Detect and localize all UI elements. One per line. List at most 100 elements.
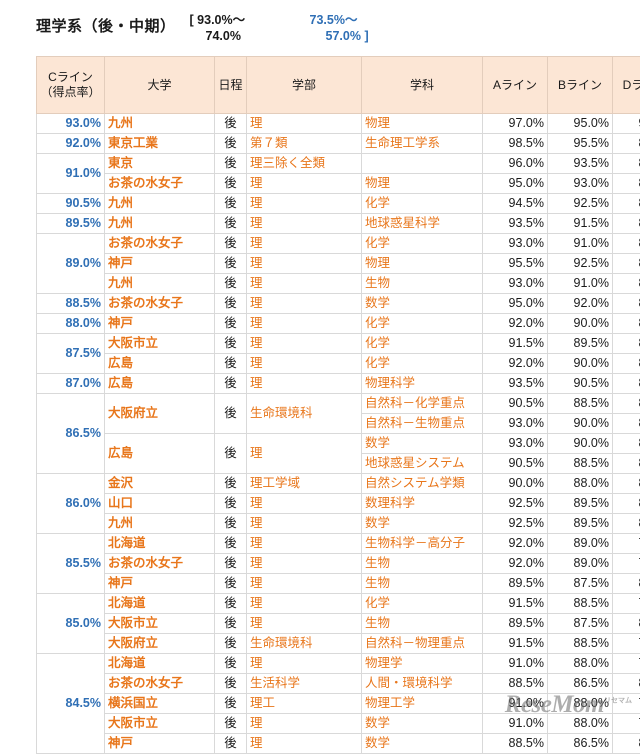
cell-gakubu: 生命環境科 (247, 394, 362, 434)
cell-university: 大阪府立 (105, 394, 215, 434)
range-bracket-close: ] (364, 29, 368, 43)
cell-university: 北海道 (105, 594, 215, 614)
cell-gakubu: 理 (247, 554, 362, 574)
cell-b-line: 89.0% (548, 554, 613, 574)
cell-gakka: 自然科－化学重点 (362, 394, 483, 414)
column-header-gakka: 学科 (362, 57, 483, 114)
cell-gakubu: 理 (247, 714, 362, 734)
cell-d-line: 83.0% (613, 254, 640, 274)
cell-gakka: 数学 (362, 434, 483, 454)
cell-a-line: 94.5% (483, 194, 548, 214)
cell-gakubu: 理 (247, 354, 362, 374)
cell-d-line: 88.5% (613, 154, 640, 174)
cell-university: 東京 (105, 154, 215, 174)
score-range-bottom-line: 74.0% 57.0% ] (190, 28, 369, 44)
cell-university: 大阪市立 (105, 714, 215, 734)
cell-university: 九州 (105, 214, 215, 234)
cell-a-line: 93.0% (483, 414, 548, 434)
cell-gakubu: 理 (247, 494, 362, 514)
cell-nittei: 後 (215, 474, 247, 494)
cell-university: 横浜国立 (105, 694, 215, 714)
cell-gakubu: 理 (247, 434, 362, 474)
cell-gakka: 人間・環境科学 (362, 674, 483, 694)
cell-d-line: 84.0% (613, 454, 640, 474)
cell-nittei: 後 (215, 534, 247, 554)
cell-cline: 89.0% (37, 234, 105, 294)
cell-nittei: 後 (215, 294, 247, 314)
cell-d-line: 78.5% (613, 714, 640, 734)
range-blue-bottom: 57.0% (326, 29, 361, 43)
cell-nittei: 後 (215, 494, 247, 514)
cell-university: 大阪市立 (105, 614, 215, 634)
cell-nittei: 後 (215, 614, 247, 634)
cell-gakka: 地球惑星システム (362, 454, 483, 474)
cell-gakubu: 理 (247, 534, 362, 554)
cell-gakka: 化学 (362, 314, 483, 334)
score-table-wrapper: Cライン（得点率） 大学 日程 学部 学科 Aライン Bライン Dライン 93.… (36, 56, 622, 754)
cell-university: 九州 (105, 514, 215, 534)
cell-gakka: 生物 (362, 614, 483, 634)
cell-university: 広島 (105, 434, 215, 474)
column-header-nittei: 日程 (215, 57, 247, 114)
page-root: 理学系（後・中期） [ 93.0%～ 73.5%～ 74.0% 57.0% ] (0, 0, 640, 733)
cell-gakubu: 理 (247, 194, 362, 214)
cell-university: 東京工業 (105, 134, 215, 154)
cell-gakubu: 理 (247, 514, 362, 534)
cell-university: お茶の水女子 (105, 234, 215, 254)
cell-a-line: 92.5% (483, 494, 548, 514)
cell-nittei: 後 (215, 594, 247, 614)
cell-gakubu: 理 (247, 374, 362, 394)
cell-b-line: 90.0% (548, 314, 613, 334)
range-dark-bottom: 74.0% (190, 28, 326, 44)
column-header-cline: Cライン（得点率） (37, 57, 105, 114)
cell-b-line: 88.0% (548, 714, 613, 734)
cell-gakka: 物理科学 (362, 374, 483, 394)
range-blue-top: 73.5%～ (310, 12, 358, 28)
cell-a-line: 95.5% (483, 254, 548, 274)
cell-b-line: 88.0% (548, 654, 613, 674)
cell-d-line: 78.5% (613, 654, 640, 674)
cell-a-line: 88.5% (483, 674, 548, 694)
cell-gakka: 数学 (362, 734, 483, 754)
cell-gakka: 生物 (362, 574, 483, 594)
cell-a-line: 97.0% (483, 114, 548, 134)
cell-a-line: 93.5% (483, 214, 548, 234)
cell-gakka: 数理科学 (362, 494, 483, 514)
cell-cline: 91.0% (37, 154, 105, 194)
cell-gakka: 化学 (362, 334, 483, 354)
cell-gakka: 生物科学－高分子 (362, 534, 483, 554)
cell-cline: 88.0% (37, 314, 105, 334)
cell-a-line: 93.5% (483, 374, 548, 394)
cell-gakka: 生物 (362, 554, 483, 574)
cell-gakka: 化学 (362, 234, 483, 254)
cell-d-line: 83.5% (613, 354, 640, 374)
range-bracket-open-and-dark-top: [ 93.0%～ (190, 12, 310, 28)
cell-gakubu: 生活科学 (247, 674, 362, 694)
cell-b-line: 91.0% (548, 274, 613, 294)
cell-university: お茶の水女子 (105, 674, 215, 694)
cell-a-line: 88.5% (483, 734, 548, 754)
cell-cline: 88.5% (37, 294, 105, 314)
table-head: Cライン（得点率） 大学 日程 学部 学科 Aライン Bライン Dライン (37, 57, 640, 114)
cell-b-line: 88.0% (548, 694, 613, 714)
cell-cline: 86.5% (37, 394, 105, 474)
cell-university: お茶の水女子 (105, 174, 215, 194)
cell-gakubu: 理 (247, 214, 362, 234)
cell-university: 広島 (105, 374, 215, 394)
cell-nittei: 後 (215, 374, 247, 394)
cell-nittei: 後 (215, 334, 247, 354)
cell-b-line: 89.5% (548, 494, 613, 514)
cell-b-line: 91.0% (548, 234, 613, 254)
cell-a-line: 89.5% (483, 614, 548, 634)
cell-d-line: 86.5% (613, 234, 640, 254)
cell-gakka: 自然科－生物重点 (362, 414, 483, 434)
cell-b-line: 86.5% (548, 734, 613, 754)
